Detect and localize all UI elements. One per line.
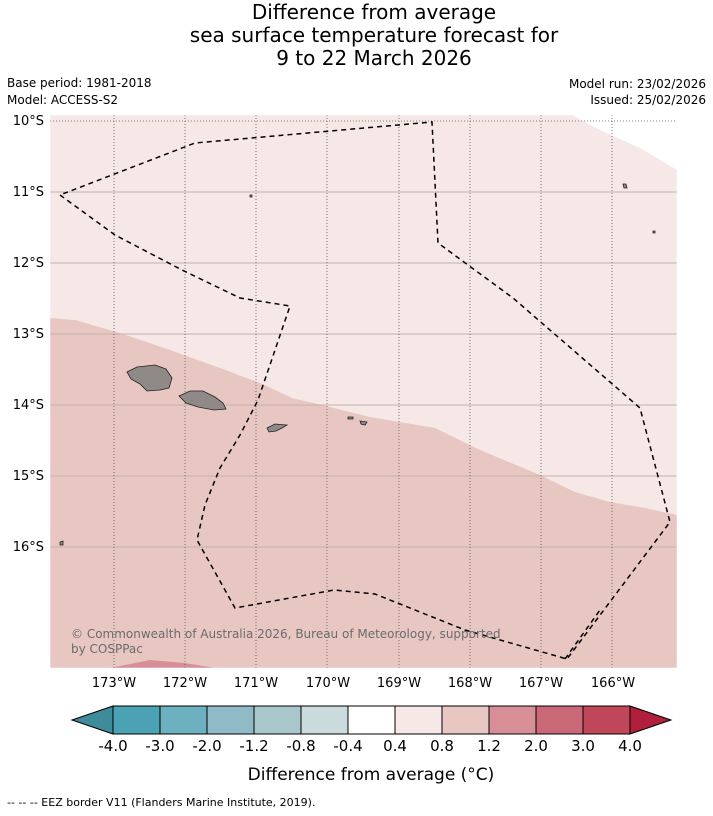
tutuila-island xyxy=(266,423,289,433)
colorbar-segment-3 xyxy=(206,705,255,735)
eez-legend-note: -- -- -- EEZ border V11 (Flanders Marine… xyxy=(7,796,316,809)
colorbar-segment-6 xyxy=(347,705,396,735)
lon-label-171w: 171°W xyxy=(234,676,278,691)
lon-label-170w: 170°W xyxy=(306,676,350,691)
anomaly-band-1-2-to-2-0 xyxy=(110,660,215,668)
map-area: © Commonwealth of Australia 2026, Bureau… xyxy=(50,115,677,668)
colorbar-segment-11 xyxy=(582,705,631,735)
model-run-text: Model run: 23/02/2026 xyxy=(568,77,706,91)
colorbar-high-extension xyxy=(629,705,673,735)
lon-label-166w: 166°W xyxy=(591,676,635,691)
copyright-credit-line-2: by COSPPac xyxy=(71,642,143,656)
lat-label-16s: 16°S xyxy=(13,540,44,555)
lat-label-13s: 13°S xyxy=(13,327,44,342)
map-frame xyxy=(49,114,678,669)
model-text: Model: ACCESS-S2 xyxy=(7,93,119,107)
eez-borders xyxy=(58,121,671,660)
longitude-gridlines xyxy=(113,115,613,668)
eez-border-east xyxy=(564,609,601,660)
swains-island xyxy=(249,194,253,198)
latitude-gridlines xyxy=(50,191,677,548)
colorbar-tick-3: -2.0 xyxy=(192,737,221,755)
colorbar-segment-4 xyxy=(253,705,302,735)
colorbar-tick-5: -0.8 xyxy=(286,737,315,755)
islands xyxy=(59,183,656,546)
colorbar-segment-1 xyxy=(112,705,161,735)
lat-label-15s: 15°S xyxy=(13,469,44,484)
colorbar-tick-4: -1.2 xyxy=(239,737,268,755)
upolu-island xyxy=(178,390,227,411)
eez-border-samoa xyxy=(58,121,671,660)
colorbar-tick-1: -4.0 xyxy=(98,737,127,755)
lat-label-12s: 12°S xyxy=(13,256,44,271)
islet-east xyxy=(652,230,656,234)
issued-text: Issued: 25/02/2026 xyxy=(590,93,706,107)
lon-label-169w: 169°W xyxy=(377,676,421,691)
colorbar-tick-2: -3.0 xyxy=(145,737,174,755)
tokelau-islet xyxy=(622,183,628,189)
colorbar-tick-10: 2.0 xyxy=(524,737,548,755)
map-title-line-3: 9 to 22 March 2026 xyxy=(276,46,472,70)
colorbar-low-extension xyxy=(70,705,114,735)
colorbar-tick-8: 0.8 xyxy=(430,737,454,755)
longitude-labels: 173°W 172°W 171°W 170°W 169°W 168°W 167°… xyxy=(92,676,635,691)
ofu-island xyxy=(347,416,354,420)
colorbar-segment-9 xyxy=(488,705,537,735)
tau-island xyxy=(359,420,368,426)
savaii-island xyxy=(126,364,173,392)
colorbar-tick-7: 0.4 xyxy=(383,737,407,755)
colorbar-title: Difference from average (°C) xyxy=(248,765,495,785)
lon-label-172w: 172°W xyxy=(163,676,207,691)
base-period-text: Base period: 1981-2018 xyxy=(7,76,152,90)
lon-label-167w: 167°W xyxy=(519,676,563,691)
colorbar xyxy=(70,705,673,735)
map-title-line-1: Difference from average xyxy=(251,0,497,24)
lat-label-10s: 10°S xyxy=(13,114,44,129)
latitude-labels: 10°S 11°S 12°S 13°S 14°S 15°S 16°S xyxy=(13,114,44,555)
lat-label-14s: 14°S xyxy=(13,398,44,413)
lon-label-173w: 173°W xyxy=(92,676,136,691)
colorbar-segment-5 xyxy=(300,705,349,735)
wallis-islet xyxy=(59,540,64,546)
colorbar-segment-7 xyxy=(394,705,443,735)
colorbar-tick-labels: -4.0 -3.0 -2.0 -1.2 -0.8 -0.4 0.4 0.8 1.… xyxy=(98,737,642,755)
lon-label-168w: 168°W xyxy=(448,676,492,691)
colorbar-segment-8 xyxy=(441,705,490,735)
colorbar-tick-12: 4.0 xyxy=(618,737,642,755)
colorbar-segment-10 xyxy=(535,705,584,735)
colorbar-tick-11: 3.0 xyxy=(571,737,595,755)
lat-label-11s: 11°S xyxy=(13,185,44,200)
map-title-line-2: sea surface temperature forecast for xyxy=(189,23,559,47)
copyright-credit-line-1: © Commonwealth of Australia 2026, Bureau… xyxy=(71,627,501,641)
colorbar-tick-6: -0.4 xyxy=(333,737,362,755)
no-data-corner xyxy=(572,115,677,170)
colorbar-segment-2 xyxy=(159,705,208,735)
colorbar-tick-9: 1.2 xyxy=(477,737,501,755)
